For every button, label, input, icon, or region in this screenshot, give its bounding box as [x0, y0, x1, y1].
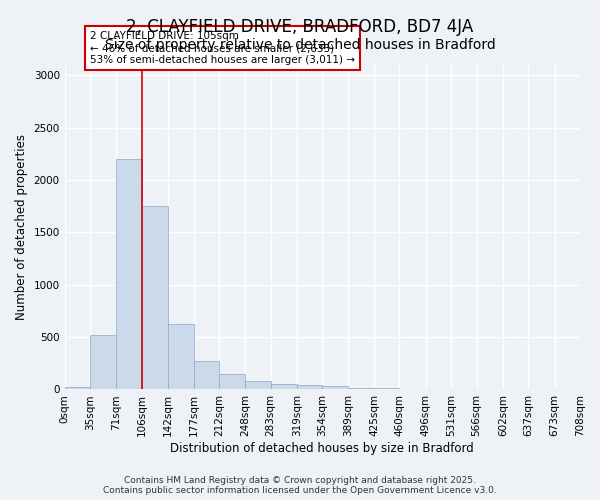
Bar	[425, 389, 451, 390]
Bar	[65, 387, 90, 390]
Text: 2, CLAYFIELD DRIVE, BRADFORD, BD7 4JA: 2, CLAYFIELD DRIVE, BRADFORD, BD7 4JA	[127, 18, 473, 36]
Bar	[374, 388, 400, 390]
Y-axis label: Number of detached properties: Number of detached properties	[15, 134, 28, 320]
Bar	[168, 324, 193, 390]
X-axis label: Distribution of detached houses by size in Bradford: Distribution of detached houses by size …	[170, 442, 474, 455]
Bar	[193, 361, 219, 390]
Text: Size of property relative to detached houses in Bradford: Size of property relative to detached ho…	[104, 38, 496, 52]
Bar	[116, 159, 142, 390]
Bar	[271, 384, 297, 390]
Text: Contains HM Land Registry data © Crown copyright and database right 2025.
Contai: Contains HM Land Registry data © Crown c…	[103, 476, 497, 495]
Bar	[400, 388, 425, 390]
Bar	[322, 386, 348, 390]
Bar	[297, 386, 322, 390]
Bar	[142, 206, 168, 390]
Bar	[245, 380, 271, 390]
Bar	[90, 335, 116, 390]
Bar	[219, 374, 245, 390]
Bar	[348, 388, 374, 390]
Text: 2 CLAYFIELD DRIVE: 105sqm
← 46% of detached houses are smaller (2,633)
53% of se: 2 CLAYFIELD DRIVE: 105sqm ← 46% of detac…	[90, 32, 355, 64]
